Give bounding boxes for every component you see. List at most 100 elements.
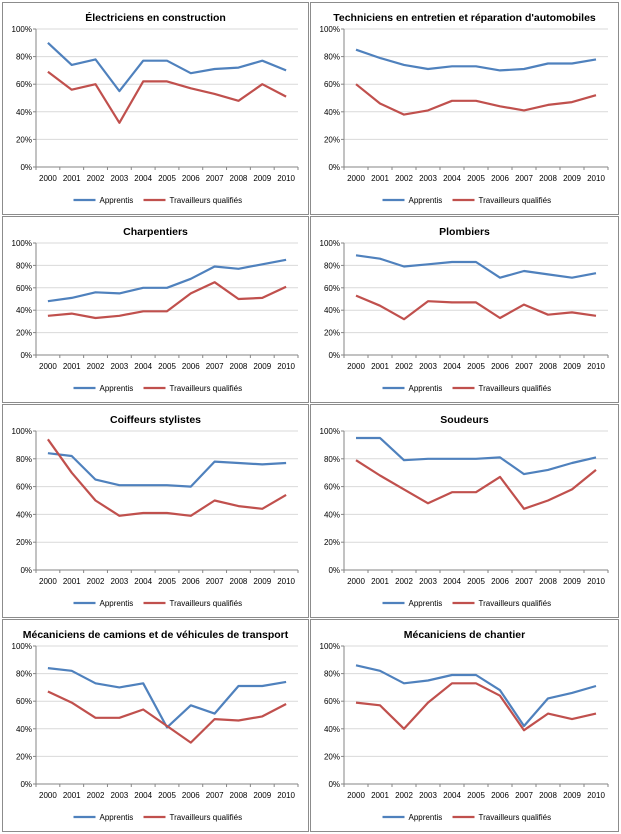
legend-label: Travailleurs qualifiés — [170, 599, 243, 608]
x-tick-label: 2003 — [419, 174, 437, 183]
series-line-travailleurs-qualifies — [47, 438, 287, 517]
x-tick-label: 2004 — [443, 791, 461, 800]
x-tick-label: 2008 — [539, 174, 557, 183]
x-tick-label: 2008 — [230, 362, 248, 371]
x-tick-label: 2010 — [277, 174, 295, 183]
x-tick-label: 2002 — [395, 791, 413, 800]
chart-title: Coiffeurs stylistes — [110, 414, 201, 426]
y-tick-label: 60% — [324, 697, 340, 706]
y-tick-label: 40% — [324, 108, 340, 117]
y-tick-label: 20% — [16, 752, 32, 761]
x-tick-label: 2007 — [515, 174, 533, 183]
legend-label: Travailleurs qualifiés — [170, 196, 243, 205]
series-line-apprentis — [47, 258, 287, 303]
x-tick-label: 2002 — [395, 577, 413, 586]
x-tick-label: 2003 — [110, 174, 128, 183]
chart-title: Charpentiers — [123, 226, 188, 238]
x-tick-label: 2000 — [39, 791, 57, 800]
series-line-apprentis — [355, 664, 597, 728]
y-tick-label: 0% — [328, 566, 340, 575]
y-tick-label: 100% — [12, 427, 32, 436]
series-line-travailleurs-qualifies — [47, 690, 287, 744]
x-tick-label: 2004 — [134, 791, 152, 800]
y-tick-label: 0% — [328, 780, 340, 789]
chart-panel-1: Électriciens en construction 0% 20% 40% 60% 8… — [2, 2, 309, 215]
y-tick-label: 80% — [324, 670, 340, 679]
legend-label: Apprentis — [100, 384, 134, 393]
x-tick-label: 2010 — [587, 791, 605, 800]
x-tick-label: 2002 — [87, 791, 105, 800]
chart-title: Plombiers — [439, 226, 490, 238]
legend-label: Travailleurs qualifiés — [479, 384, 552, 393]
x-tick-label: 2002 — [395, 174, 413, 183]
x-tick-label: 2005 — [467, 577, 485, 586]
x-tick-label: 2001 — [63, 577, 81, 586]
x-tick-label: 2001 — [371, 362, 389, 371]
series-line-travailleurs-qualifies — [47, 281, 287, 320]
x-tick-label: 2000 — [347, 174, 365, 183]
x-tick-label: 2002 — [87, 174, 105, 183]
x-tick-label: 2004 — [134, 362, 152, 371]
y-tick-label: 40% — [16, 306, 32, 315]
chart-svg: Électriciens en construction 0% 20% 40% 60% 8… — [12, 11, 299, 205]
series-line-apprentis — [356, 436, 597, 476]
series-line-travailleurs-qualifies — [355, 83, 597, 116]
series-line-apprentis — [47, 667, 287, 729]
chart-panel-6: Soudeurs 0% 20% 40% 60% 80% 100% 2000 2001 2002 20… — [310, 404, 619, 618]
chart-panel-3: Charpentiers 0% 20% 40% 60% 80% 100% 2000 2001 20… — [2, 216, 309, 403]
y-tick-label: 60% — [324, 80, 340, 89]
legend-label: Apprentis — [409, 813, 443, 822]
x-tick-label: 2006 — [182, 362, 200, 371]
x-tick-label: 2004 — [134, 174, 152, 183]
x-tick-label: 2003 — [110, 362, 128, 371]
y-tick-label: 80% — [16, 53, 32, 62]
chart-title: Mécaniciens de camions et de véhicules d… — [23, 629, 289, 641]
x-tick-label: 2001 — [63, 791, 81, 800]
series-line-travailleurs-qualifies — [355, 459, 597, 510]
x-tick-label: 2005 — [467, 362, 485, 371]
y-tick-label: 20% — [324, 329, 340, 338]
x-tick-label: 2006 — [491, 577, 509, 586]
y-tick-label: 100% — [12, 642, 32, 651]
x-tick-label: 2004 — [443, 362, 461, 371]
x-tick-label: 2010 — [277, 577, 295, 586]
y-tick-label: 0% — [328, 351, 340, 360]
x-tick-label: 2003 — [419, 362, 437, 371]
x-tick-label: 2006 — [182, 577, 200, 586]
legend-label: Apprentis — [100, 599, 134, 608]
y-tick-label: 40% — [16, 108, 32, 117]
chart-title: Techniciens en entretien et réparation d… — [333, 12, 596, 24]
x-tick-label: 2008 — [230, 577, 248, 586]
chart-svg: Coiffeurs stylistes 0% 20% 40% 60% 80% 100% 200… — [12, 414, 299, 608]
x-tick-label: 2000 — [39, 577, 57, 586]
y-tick-label: 40% — [324, 725, 340, 734]
y-tick-label: 40% — [324, 306, 340, 315]
x-tick-label: 2009 — [563, 577, 581, 586]
x-tick-label: 2008 — [539, 362, 557, 371]
chart-panel-4: Plombiers 0% 20% 40% 60% 80% 100% 2000 2001 2002 2… — [310, 216, 619, 403]
chart-svg: Techniciens en entretien et réparation d… — [320, 12, 609, 205]
y-tick-label: 60% — [324, 483, 340, 492]
x-tick-label: 2005 — [158, 791, 176, 800]
y-tick-label: 60% — [16, 483, 32, 492]
x-tick-label: 2007 — [515, 362, 533, 371]
chart-panel-7: Mécaniciens de camions et de véhicules d… — [2, 619, 309, 832]
chart-panel-5: Coiffeurs stylistes 0% 20% 40% 60% 80% 100% 200… — [2, 404, 309, 618]
x-tick-label: 2007 — [206, 362, 224, 371]
x-tick-label: 2001 — [371, 791, 389, 800]
x-tick-label: 2008 — [230, 174, 248, 183]
x-tick-label: 2006 — [182, 791, 200, 800]
x-tick-label: 2008 — [539, 791, 557, 800]
chart-svg: Mécaniciens de camions et de véhicules d… — [12, 629, 299, 822]
y-tick-label: 80% — [324, 261, 340, 270]
x-tick-label: 2007 — [206, 577, 224, 586]
y-tick-label: 0% — [20, 163, 32, 172]
x-tick-label: 2009 — [253, 362, 271, 371]
x-tick-label: 2005 — [158, 174, 176, 183]
series-line-apprentis — [47, 452, 287, 488]
x-tick-label: 2007 — [206, 791, 224, 800]
y-tick-label: 80% — [16, 670, 32, 679]
chart-svg: Mécaniciens de chantier 0% 20% 40% 60% 80% 100… — [320, 629, 609, 822]
series-line-travailleurs-qualifies — [355, 682, 597, 732]
